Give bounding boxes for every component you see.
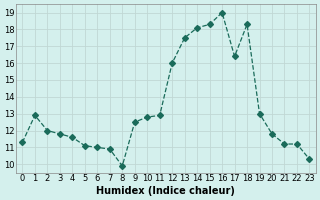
X-axis label: Humidex (Indice chaleur): Humidex (Indice chaleur): [97, 186, 236, 196]
